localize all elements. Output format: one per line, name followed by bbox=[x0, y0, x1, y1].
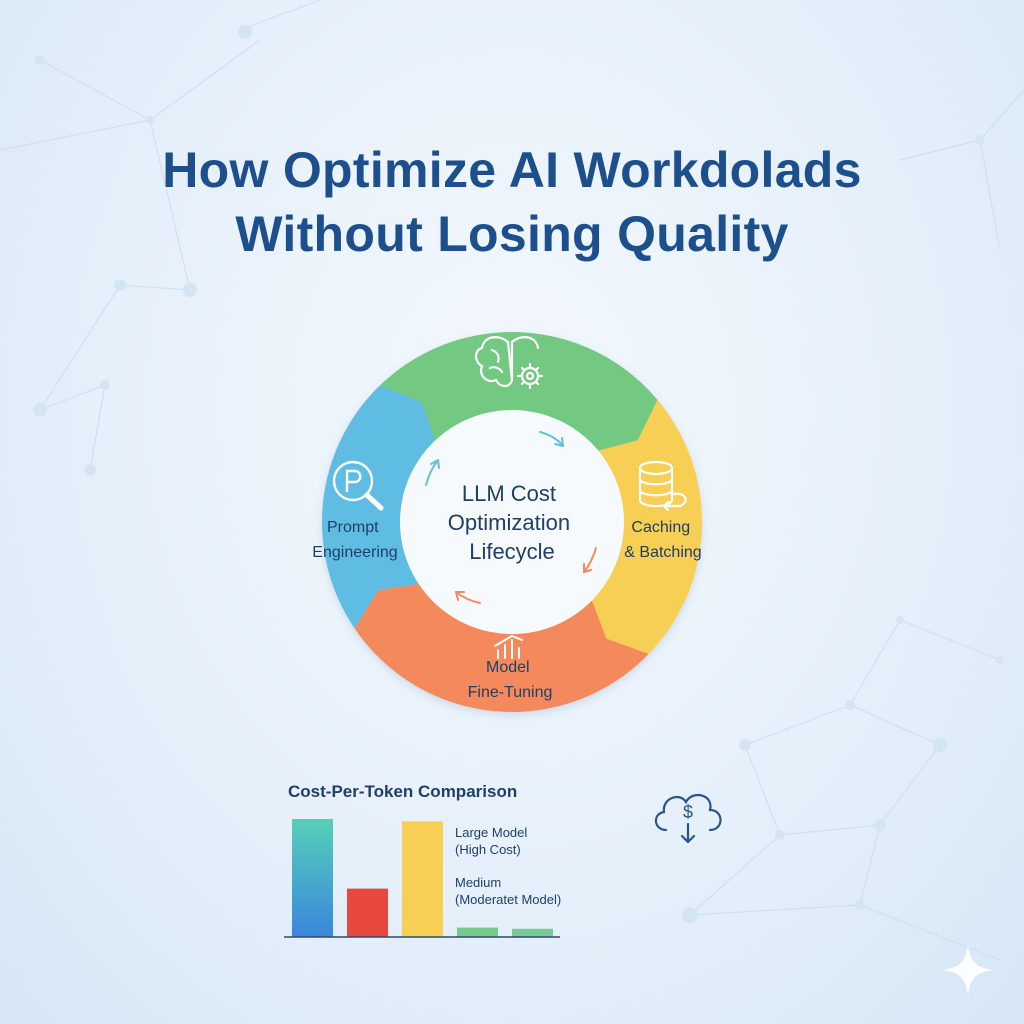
segment-bottom-line-2: Fine-Tuning bbox=[468, 684, 553, 701]
arrow-bottom-icon bbox=[455, 591, 481, 604]
segment-bottom-line-1: Model bbox=[486, 659, 530, 676]
segment-label-bottom: Model Fine-Tuning bbox=[468, 659, 553, 701]
legend-large-model: Large Model (High Cost) bbox=[455, 824, 527, 858]
legend-large-line-2: (High Cost) bbox=[455, 842, 521, 857]
ring-segment-bottom bbox=[354, 583, 649, 713]
chart-title: Cost-Per-Token Comparison bbox=[288, 782, 518, 801]
svg-text:$: $ bbox=[683, 802, 693, 822]
segment-label-right: Caching & Batching bbox=[624, 519, 701, 561]
segment-left-line-2: Engineering bbox=[312, 544, 397, 561]
sparkle-icon bbox=[942, 944, 994, 996]
center-label: LLM Cost Optimization Lifecycle bbox=[448, 481, 576, 564]
center-label-line-2: Optimization bbox=[448, 510, 570, 535]
arrow-left-icon bbox=[425, 459, 440, 486]
center-label-line-3: Lifecycle bbox=[469, 539, 555, 564]
title-line-2: Without Losing Quality bbox=[235, 206, 789, 262]
page-title: How Optimize AI Workdolads Without Losin… bbox=[0, 138, 1024, 266]
arrow-right-icon bbox=[583, 547, 597, 573]
arrow-top-icon bbox=[539, 431, 564, 447]
center-label-line-1: LLM Cost bbox=[462, 481, 556, 506]
center-circle bbox=[400, 410, 624, 634]
cloud-dollar-icon: $ bbox=[654, 793, 722, 844]
legend-medium-line-2: (Moderatet Model) bbox=[455, 892, 562, 907]
segment-left-line-1: Prompt bbox=[327, 519, 379, 536]
segment-label-left: Prompt Engineering bbox=[312, 519, 397, 561]
prompt-search-icon bbox=[332, 460, 384, 511]
legend-large-line-1: Large Model bbox=[455, 825, 528, 840]
title-line-1: How Optimize AI Workdolads bbox=[162, 142, 862, 198]
chart-tuning-icon bbox=[494, 634, 523, 659]
brain-gear-icon bbox=[474, 336, 544, 390]
legend-medium-line-1: Medium bbox=[455, 875, 502, 890]
database-cache-icon bbox=[638, 460, 687, 512]
segment-right-line-1: Caching bbox=[631, 519, 690, 536]
legend-medium-model: Medium (Moderatet Model) bbox=[455, 874, 561, 908]
segment-right-line-2: & Batching bbox=[624, 544, 701, 561]
